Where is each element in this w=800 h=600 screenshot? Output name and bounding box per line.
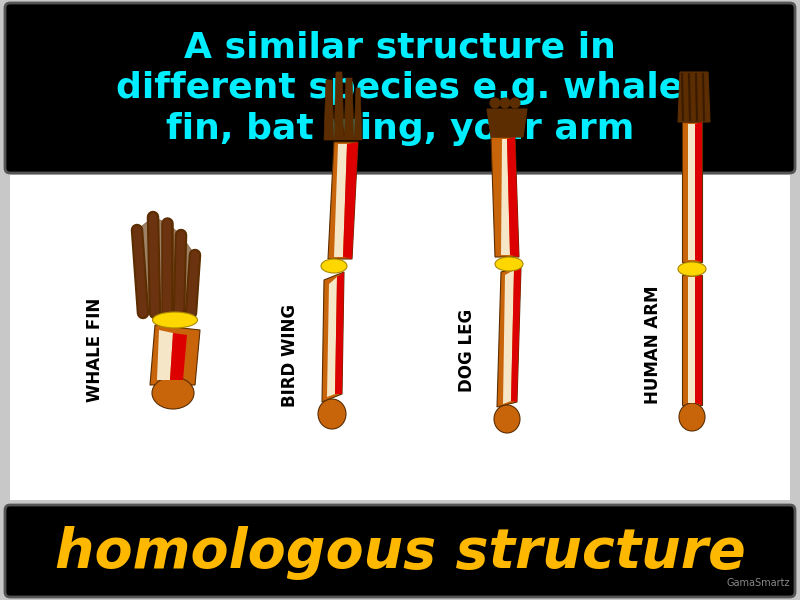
FancyBboxPatch shape xyxy=(5,3,795,173)
Polygon shape xyxy=(334,72,344,140)
Polygon shape xyxy=(354,88,362,140)
Polygon shape xyxy=(334,144,347,257)
Polygon shape xyxy=(157,330,173,380)
Ellipse shape xyxy=(321,259,347,273)
Ellipse shape xyxy=(679,403,705,431)
Text: HUMAN ARM: HUMAN ARM xyxy=(644,286,662,404)
Ellipse shape xyxy=(490,98,500,108)
Ellipse shape xyxy=(318,399,346,429)
Polygon shape xyxy=(491,137,519,257)
Polygon shape xyxy=(137,217,195,313)
Text: DOG LEG: DOG LEG xyxy=(458,308,476,392)
Polygon shape xyxy=(322,272,344,402)
Polygon shape xyxy=(150,325,200,385)
Polygon shape xyxy=(511,267,521,402)
Polygon shape xyxy=(10,175,790,500)
Text: BIRD WING: BIRD WING xyxy=(281,304,299,407)
Polygon shape xyxy=(695,122,702,262)
Ellipse shape xyxy=(495,257,523,271)
Ellipse shape xyxy=(494,405,520,433)
Text: A similar structure in
different species e.g. whale
fin, bat wing, your arm: A similar structure in different species… xyxy=(116,30,684,146)
Ellipse shape xyxy=(153,312,198,328)
Polygon shape xyxy=(497,267,521,407)
Polygon shape xyxy=(328,142,358,259)
Polygon shape xyxy=(324,80,334,140)
Polygon shape xyxy=(335,272,344,394)
Polygon shape xyxy=(688,124,695,260)
Polygon shape xyxy=(507,137,519,257)
Polygon shape xyxy=(695,275,702,405)
Ellipse shape xyxy=(152,377,194,409)
Polygon shape xyxy=(682,275,702,405)
Ellipse shape xyxy=(500,98,510,108)
Polygon shape xyxy=(327,277,337,397)
Polygon shape xyxy=(170,333,187,380)
Polygon shape xyxy=(343,142,358,259)
Polygon shape xyxy=(503,270,514,404)
Polygon shape xyxy=(688,277,695,403)
Polygon shape xyxy=(678,72,710,122)
Polygon shape xyxy=(682,122,702,262)
Ellipse shape xyxy=(510,98,520,108)
Ellipse shape xyxy=(678,262,706,276)
Polygon shape xyxy=(487,109,527,137)
Polygon shape xyxy=(344,78,354,140)
Text: WHALE FIN: WHALE FIN xyxy=(86,298,104,402)
FancyBboxPatch shape xyxy=(5,505,795,597)
Text: GamaSmartz: GamaSmartz xyxy=(726,578,790,588)
Polygon shape xyxy=(501,139,510,255)
Text: homologous structure: homologous structure xyxy=(54,526,746,580)
